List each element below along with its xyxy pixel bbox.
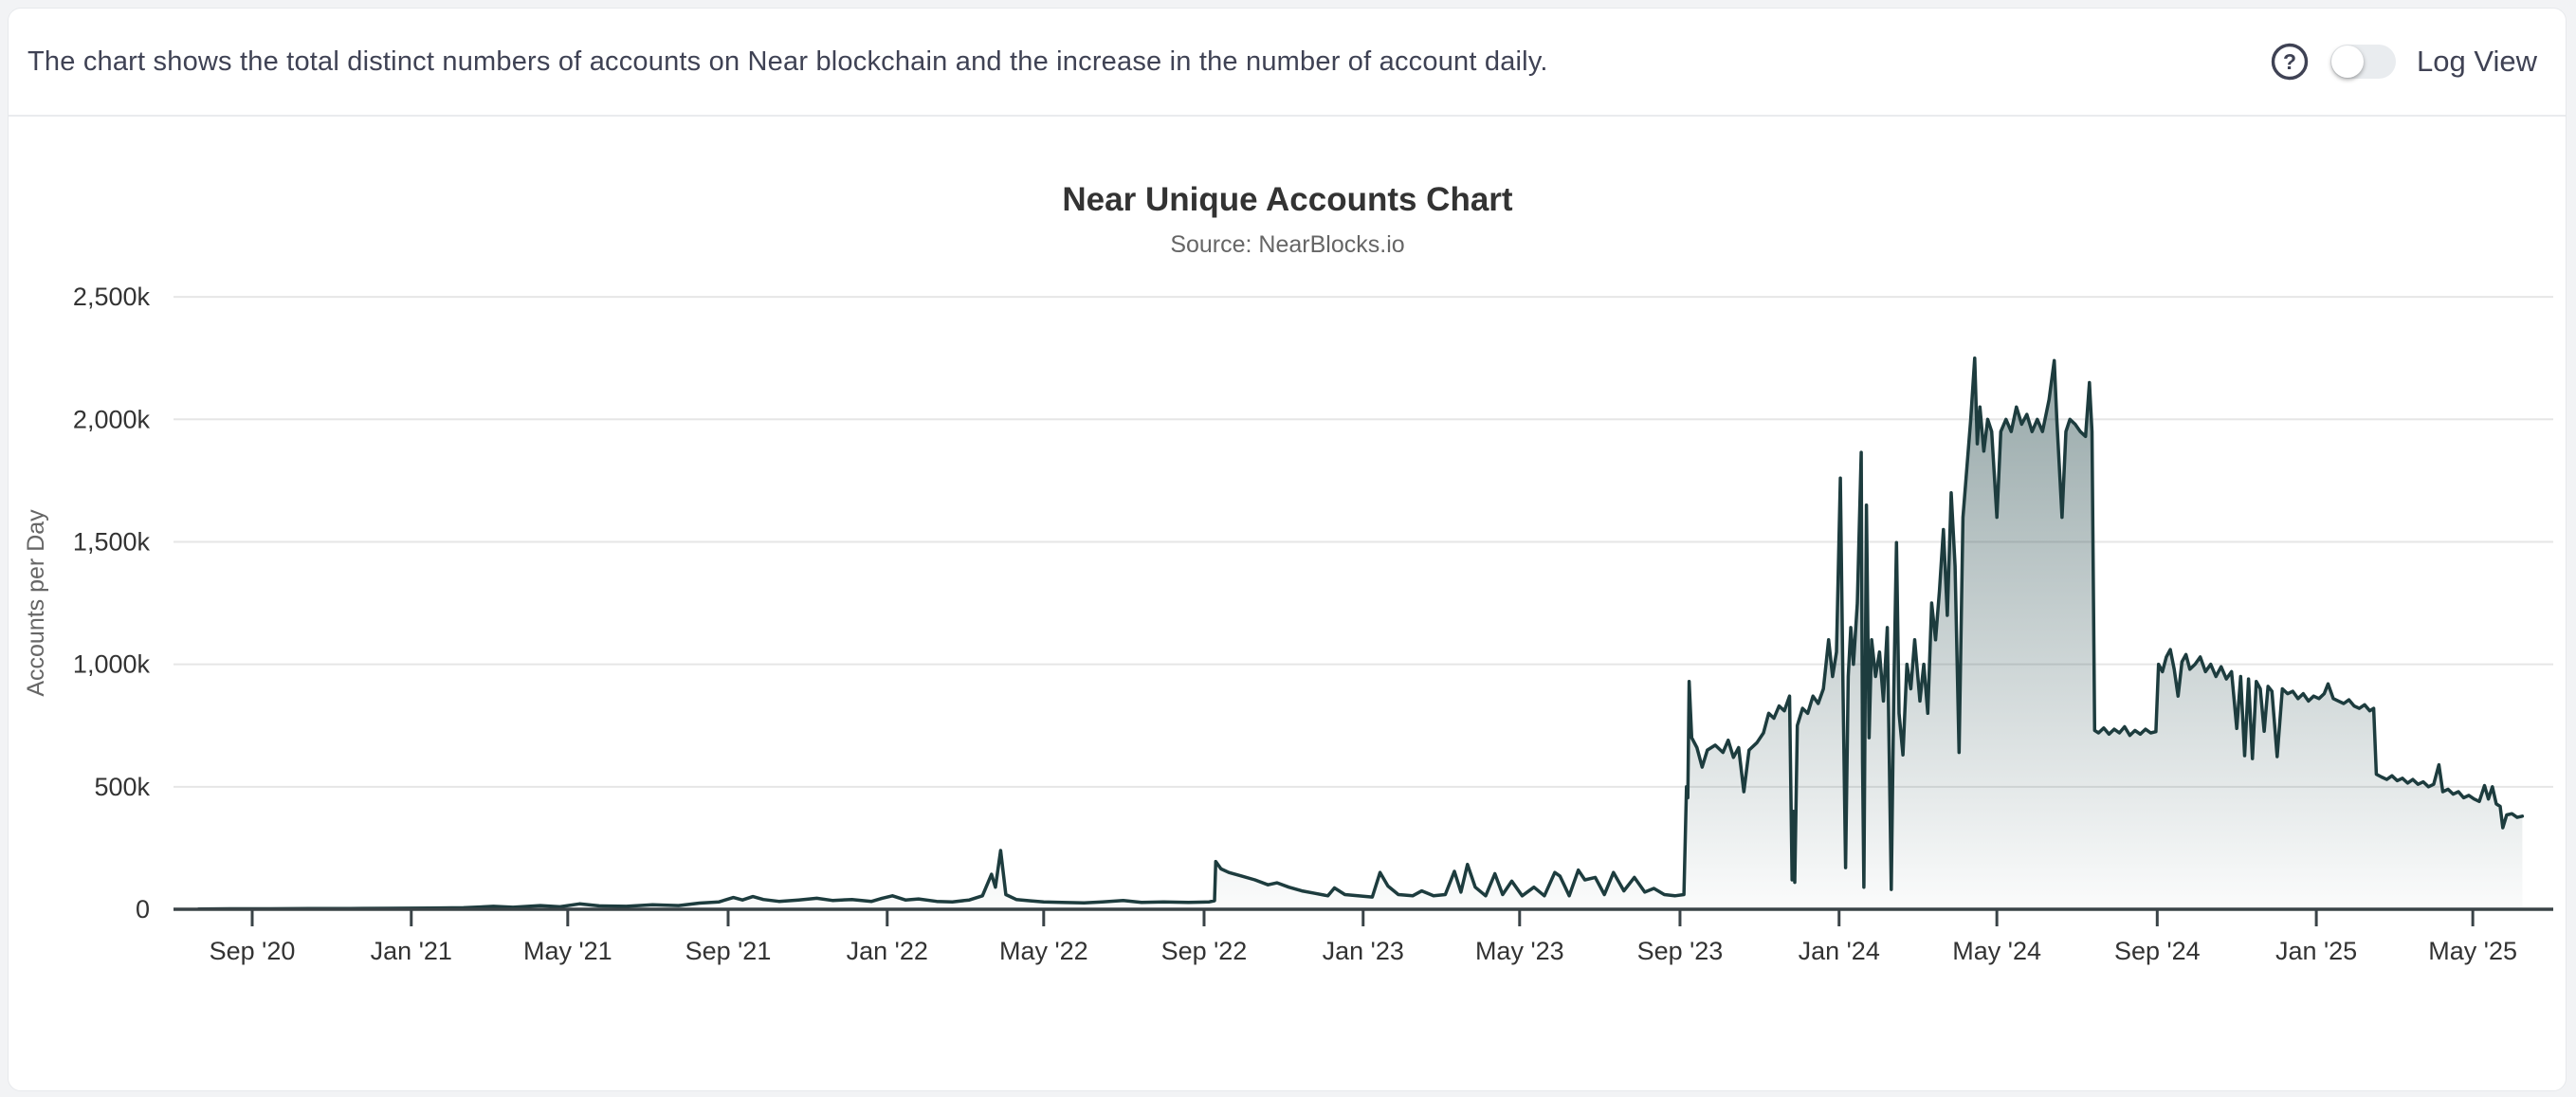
svg-text:Sep '22: Sep '22	[1161, 937, 1248, 965]
series-line	[196, 356, 2525, 911]
svg-text:Jan '23: Jan '23	[1323, 937, 1404, 965]
svg-text:?: ?	[2283, 49, 2296, 74]
chart-header: The chart shows the total distinct numbe…	[9, 9, 2566, 117]
svg-text:Sep '20: Sep '20	[210, 937, 296, 965]
svg-text:1,500k: 1,500k	[73, 527, 151, 556]
x-tick-labels: Sep '20 Jan '21 May '21 Sep '21 Jan '22 May '…	[210, 937, 2517, 965]
y-axis-title: Accounts per Day	[23, 509, 49, 697]
svg-text:2,500k: 2,500k	[73, 283, 151, 311]
svg-text:May '21: May '21	[523, 937, 612, 965]
y-tick-labels: 0 500k 1,000k 1,500k 2,000k 2,500k	[73, 283, 151, 923]
svg-text:Sep '24: Sep '24	[2114, 937, 2201, 965]
svg-text:Jan '22: Jan '22	[847, 937, 928, 965]
svg-text:May '22: May '22	[999, 937, 1088, 965]
log-view-toggle[interactable]	[2330, 45, 2397, 79]
log-view-label: Log View	[2417, 45, 2537, 78]
svg-text:May '23: May '23	[1475, 937, 1564, 965]
svg-text:1,000k: 1,000k	[73, 650, 151, 679]
svg-text:Jan '25: Jan '25	[2275, 937, 2357, 965]
svg-text:0: 0	[136, 895, 150, 923]
chart-description: The chart shows the total distinct numbe…	[27, 46, 1548, 77]
svg-text:Jan '21: Jan '21	[371, 937, 452, 965]
help-icon[interactable]: ?	[2270, 42, 2310, 82]
x-axis	[174, 907, 2553, 926]
header-controls: ? Log View	[2270, 42, 2537, 82]
svg-text:2,000k: 2,000k	[73, 405, 151, 433]
chart-title: Near Unique Accounts Chart	[1062, 181, 1513, 218]
gridlines	[174, 296, 2553, 788]
svg-text:May '25: May '25	[2428, 937, 2517, 965]
svg-text:Sep '23: Sep '23	[1637, 937, 1724, 965]
toggle-knob	[2331, 46, 2365, 78]
svg-text:Jan '24: Jan '24	[1799, 937, 1880, 965]
chart-subtitle: Source: NearBlocks.io	[1170, 231, 1404, 258]
svg-text:May '24: May '24	[1952, 937, 2041, 965]
series-area-fill	[198, 357, 2523, 909]
svg-text:Sep '21: Sep '21	[685, 937, 772, 965]
svg-text:500k: 500k	[94, 773, 150, 801]
